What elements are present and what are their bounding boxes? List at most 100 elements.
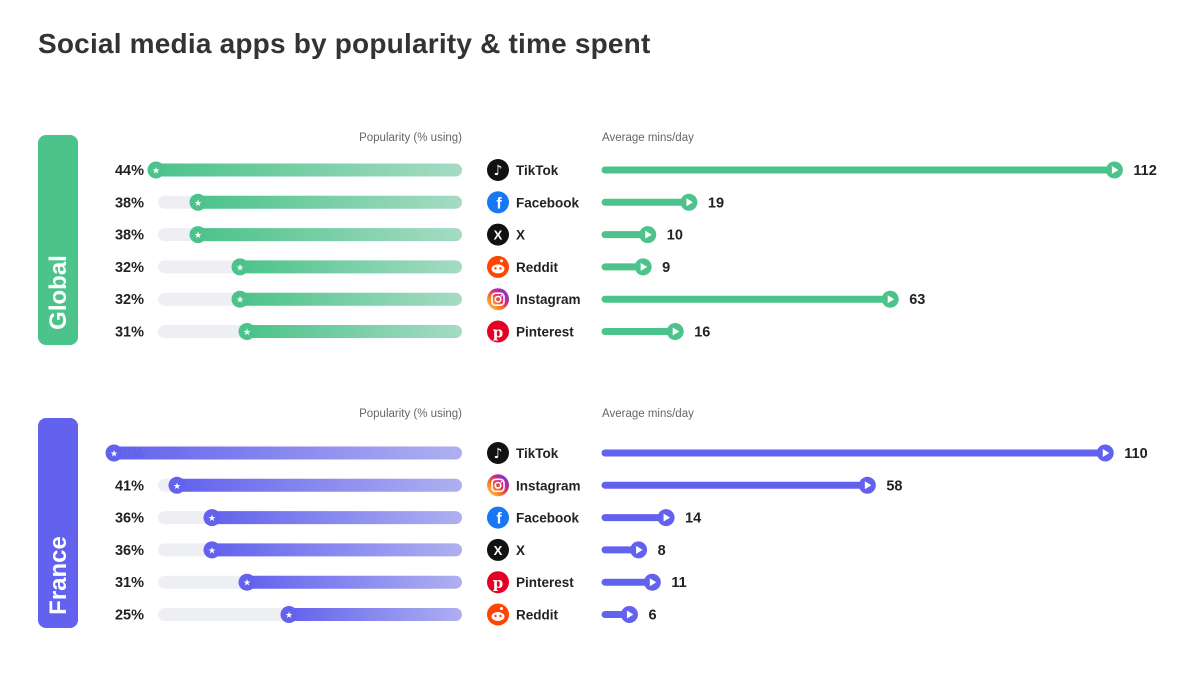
table-row: 32% ★ Instagram 63 [115,288,925,311]
popularity-value-label: 38% [115,228,144,244]
tiktok-icon-bg [487,442,509,464]
instagram-frame [491,292,505,307]
pinterest-icon: p [487,571,509,594]
play-icon [645,230,652,239]
popularity-marker [147,161,165,179]
app-name-label: X [516,228,525,243]
app-name-label: TikTok [516,163,559,178]
popularity-value-label: 32% [115,260,144,276]
minutes-value-label: 63 [909,292,925,308]
popularity-marker [231,258,249,276]
panel-france: France Popularity (% using) Average mins/d… [38,408,1148,628]
star-icon: ★ [236,263,244,273]
group-badge-label: France [45,536,72,615]
facebook-icon-bg [487,506,509,529]
popularity-bar [196,195,462,209]
table-row: 31% ★ p Pinterest 16 [115,320,710,343]
facebook-icon: f [487,506,509,529]
table-row: 36% ★ X X 8 [115,538,666,561]
group-badge [38,418,78,628]
instagram-icon [487,288,509,311]
popularity-value-label: 31% [115,575,144,591]
facebook-glyph: f [496,195,502,212]
minutes-header: Average mins/day [602,132,694,144]
star-icon: ★ [285,611,293,621]
minutes-value-label: 16 [694,325,710,341]
app-name-label: Facebook [516,511,580,526]
tiktok-icon-bg [487,159,509,181]
tiktok-glyph: ♪ [494,446,503,462]
app-name-label: Reddit [516,608,559,623]
instagram-dot [500,294,503,297]
popularity-value-label: 41% [115,478,144,494]
x-glyph: X [494,228,503,243]
page-title: Social media apps by popularity & time s… [38,28,651,59]
popularity-bar [210,511,462,525]
tiktok-glyph: ♪ [494,163,503,179]
play-icon [636,545,643,554]
x-glyph: X [494,543,503,558]
instagram-icon-bg [487,474,509,497]
reddit-eye [494,267,497,270]
minutes-value-label: 8 [658,543,666,559]
play-icon [864,481,872,490]
popularity-bar [287,608,462,621]
table-row: 38% ★ X X 10 [115,223,683,246]
star-icon: ★ [236,296,244,306]
play-icon [649,578,657,587]
x-icon-bg [487,223,509,246]
popularity-marker [105,444,123,462]
x-icon-bg [487,538,509,561]
app-name-label: X [516,543,525,558]
minutes-value-label: 110 [1124,446,1147,462]
star-icon: ★ [208,546,216,556]
popularity-bar [238,260,462,274]
play-icon [686,198,693,207]
pinterest-glyph: p [493,574,504,592]
popularity-marker [238,323,256,340]
popularity-value-label: 38% [115,195,144,211]
table-row: 31% ★ p Pinterest 11 [115,571,687,594]
minutes-value-label: 112 [1133,163,1156,179]
play-icon [1111,166,1119,174]
play-icon [1102,449,1110,457]
facebook-icon: f [487,191,509,214]
play-icon [626,610,634,619]
play-icon [887,295,895,304]
star-icon: ★ [194,199,202,209]
instagram-icon [487,474,509,497]
group-badge [38,135,78,345]
app-name-label: Facebook [516,195,580,210]
reddit-icon [487,603,509,626]
tiktok-icon: ♪ [487,442,509,464]
popularity-marker [203,509,221,527]
popularity-bar [175,478,462,492]
table-row: 41% ★ Instagram 58 [115,474,902,497]
minutes-value-label: 10 [667,228,683,244]
instagram-lens [494,481,502,489]
star-icon: ★ [152,167,160,177]
star-icon: ★ [110,450,118,460]
popularity-value-label: 25% [115,608,144,624]
popularity-bar [238,292,462,306]
app-name-label: TikTok [516,446,559,461]
star-icon: ★ [243,328,251,338]
x-icon: X [487,538,509,561]
popularity-bar [196,228,462,242]
popularity-value-label: 32% [115,292,144,308]
facebook-glyph: f [496,511,502,528]
minutes-header: Average mins/day [602,408,694,420]
pinterest-icon-bg [487,571,509,594]
pinterest-icon-bg [487,320,509,343]
reddit-antenna [500,607,503,610]
table-row: 44% ★ ♪ TikTok 112 [115,159,1157,181]
table-row: 36% ★ f Facebook 14 [115,506,701,529]
reddit-eye [499,267,502,270]
popularity-header: Popularity (% using) [359,408,462,420]
table-row: 32% ★ Reddit 9 [115,255,670,278]
popularity-marker [189,226,207,244]
app-name-label: Instagram [516,292,581,307]
instagram-icon-bg [487,288,509,311]
play-icon [672,327,680,336]
